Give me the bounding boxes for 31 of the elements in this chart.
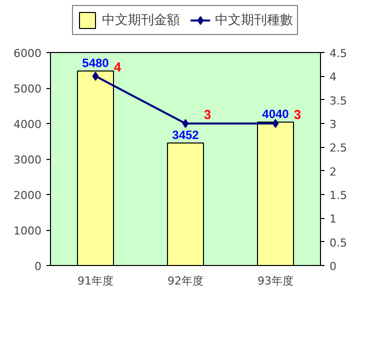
y2-tick-label: 3 (330, 118, 336, 131)
y-tick-label: 0 (34, 260, 42, 273)
y-tick-label: 4000 (14, 118, 42, 131)
bar (257, 122, 294, 266)
y-tick-label: 6000 (14, 47, 42, 60)
x-tick-label: 92年度 (168, 274, 204, 288)
y2-tick-label: 0 (330, 260, 336, 273)
bar (77, 70, 114, 266)
data-label: 3452 (172, 128, 200, 142)
legend-label: 中文期刊種數 (215, 11, 293, 29)
y-tick-label: 1000 (14, 224, 42, 238)
y-tick-label: 3000 (14, 154, 42, 166)
y2-tick-label: 4 (330, 70, 336, 84)
y2-tick-label: 1.5 (330, 189, 347, 202)
data-label: 4 (114, 60, 122, 75)
y2-tick-label: 0.5 (330, 236, 347, 250)
y2-tick-label: 3.5 (330, 94, 347, 108)
y-tick-label: 2000 (14, 189, 42, 202)
y-tick-label: 5000 (14, 82, 42, 96)
data-label: 3 (294, 107, 302, 122)
data-label: 5480 (82, 56, 110, 70)
x-tick-label: 93年度 (258, 274, 294, 288)
data-label: 4040 (262, 107, 290, 122)
data-label: 3 (204, 107, 212, 122)
y2-tick-label: 2.5 (330, 142, 347, 155)
y2-tick-label: 1 (330, 212, 336, 226)
bar (167, 142, 204, 266)
y2-tick-label: 2 (330, 165, 336, 178)
x-tick-label: 91年度 (78, 274, 114, 288)
y2-tick-label: 4.5 (330, 47, 347, 60)
legend-label: 中文期刊金額 (102, 11, 180, 29)
